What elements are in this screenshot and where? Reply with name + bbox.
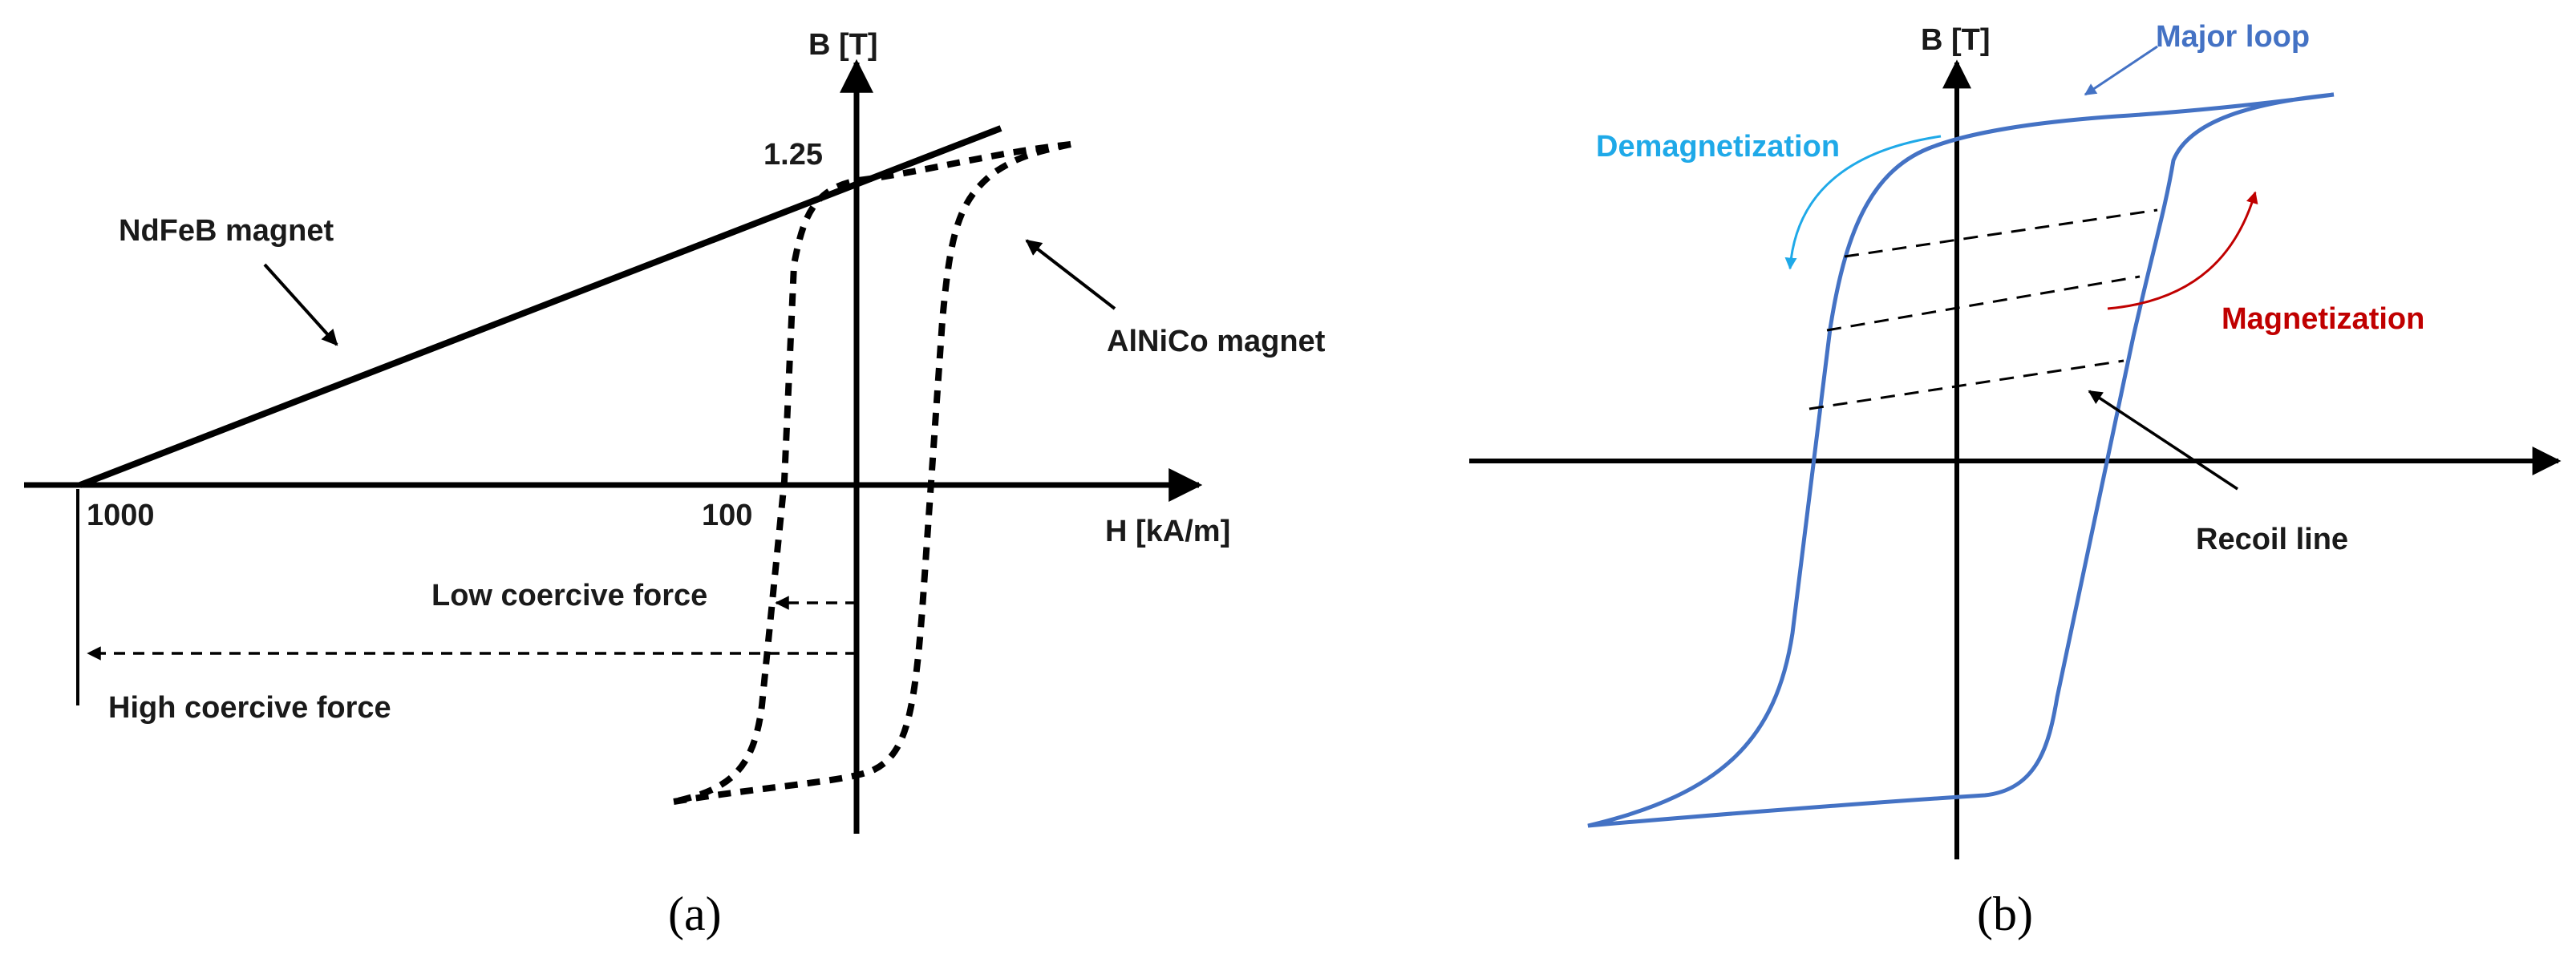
major-loop-pointer-arrow: [2084, 45, 2158, 96]
ndfeb-label: NdFeB magnet: [119, 214, 334, 248]
high-coercive-label: High coercive force: [108, 691, 391, 725]
panel-a-h-tick-100: 100: [702, 499, 752, 532]
alnico-loop-left: [673, 141, 1071, 805]
panel-b-b-axis-label: B [T]: [1921, 23, 1991, 57]
panel-a-h-axis-label: H [kA/m]: [1105, 515, 1230, 548]
recoil-line-label: Recoil line: [2196, 523, 2348, 556]
demagnetization-arrow: [1784, 135, 1942, 270]
panel-b-caption: (b): [1977, 887, 2033, 940]
recoil-line-bottom: [1808, 359, 2124, 410]
ndfeb-line: [79, 125, 1002, 488]
panel-a-caption: (a): [668, 887, 722, 940]
alnico-loop-right: [673, 141, 1071, 805]
major-loop: [1587, 92, 2335, 828]
demagnetization-label: Demagnetization: [1596, 130, 1840, 164]
panel-a-b-axis-label: B [T]: [808, 28, 878, 62]
ndfeb-pointer-arrow: [263, 263, 338, 346]
panel-a: B [T] H [kA/m] 1.25 1000 100 NdFeB magne…: [24, 28, 1326, 940]
panel-b: B [T] Major loop Demagnetization Magneti…: [1469, 20, 2562, 940]
recoil-line-top: [1844, 208, 2158, 258]
recoil-line-middle: [1826, 275, 2141, 332]
panel-a-h-tick-1000: 1000: [87, 499, 155, 532]
alnico-label: AlNiCo magnet: [1107, 325, 1326, 358]
panel-a-b-value: 1.25: [763, 138, 823, 172]
major-loop-label: Major loop: [2156, 20, 2310, 54]
low-coercive-label: Low coercive force: [431, 579, 707, 612]
magnetization-arrow: [2107, 191, 2258, 310]
recoil-line-pointer-arrow: [2088, 390, 2238, 491]
alnico-pointer-arrow: [1025, 239, 1116, 310]
magnetization-label: Magnetization: [2222, 302, 2424, 336]
